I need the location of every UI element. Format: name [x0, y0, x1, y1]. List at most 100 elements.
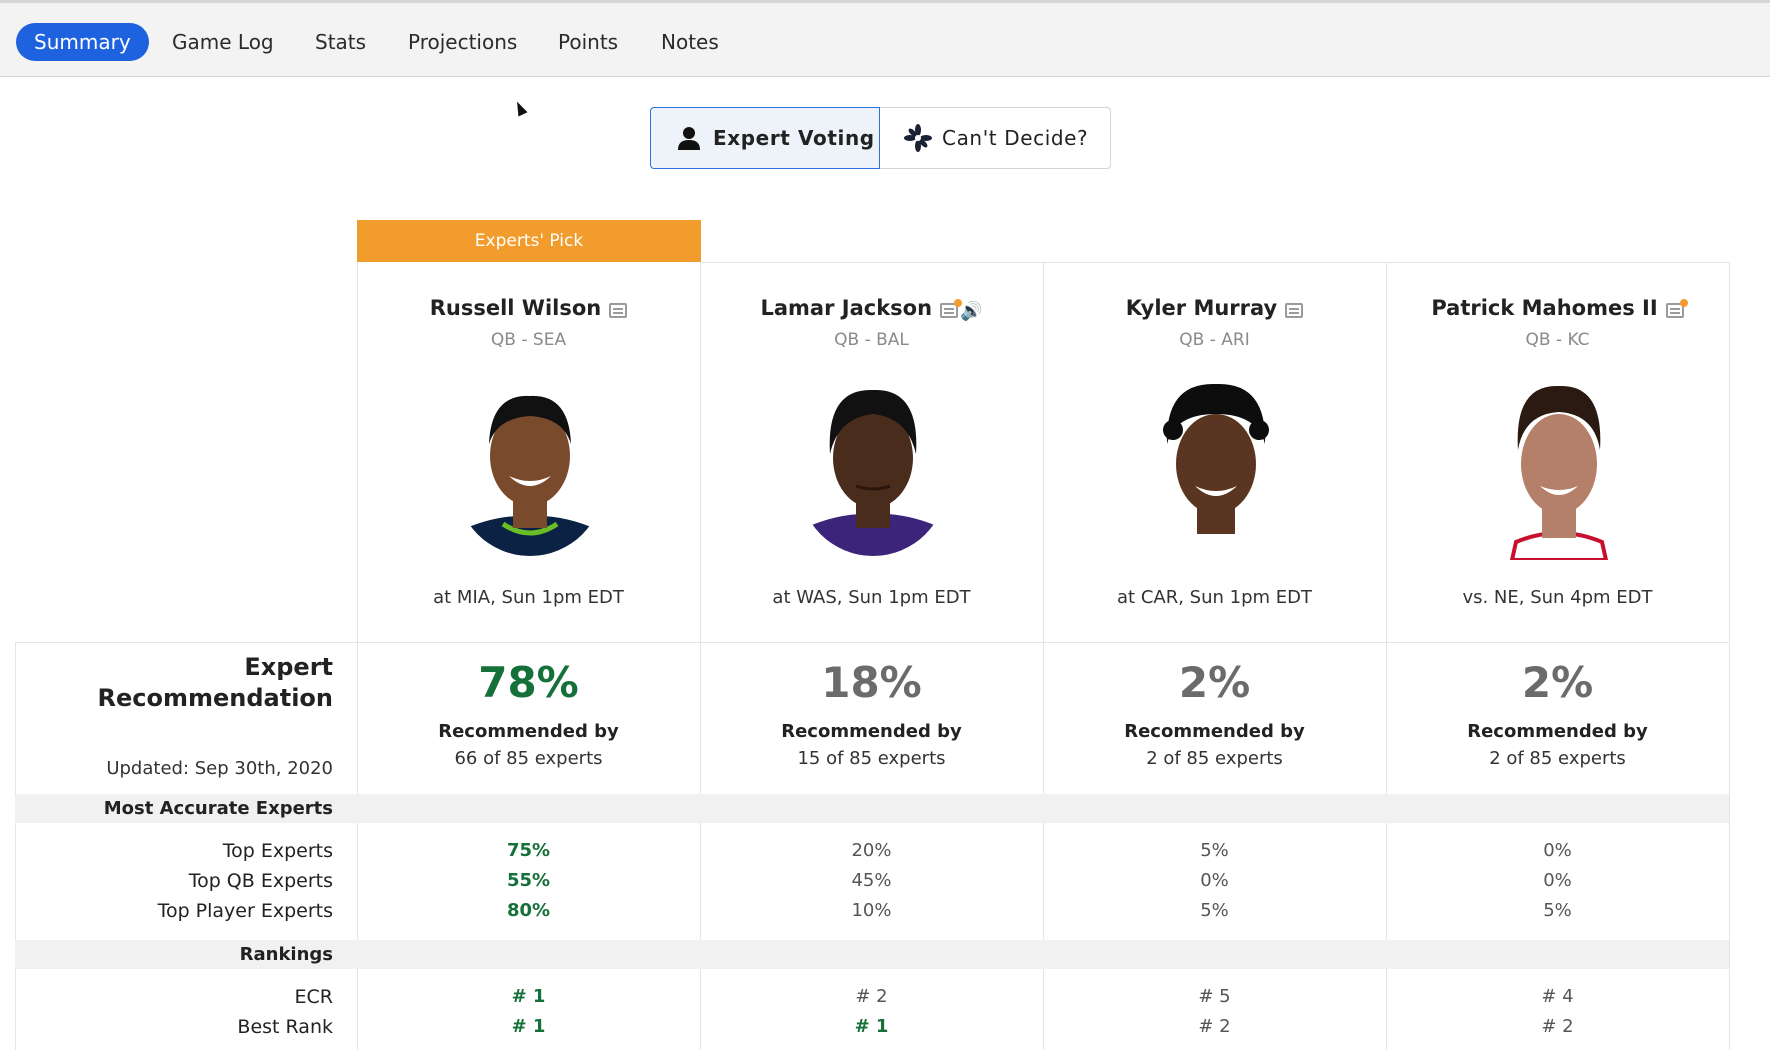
player-game: vs. NE, Sun 4pm EDT: [1462, 587, 1653, 608]
tab-notes[interactable]: Notes: [661, 30, 719, 54]
recommended-count: 2 of 85 experts: [1146, 748, 1283, 769]
player-card-kyler-murray: Kyler Murray QB - ARI at CAR, Sun 1pm ED…: [1043, 262, 1386, 642]
tab-summary[interactable]: Summary: [16, 23, 149, 61]
most-accurate-experts-header: Most Accurate Experts: [15, 794, 1729, 823]
value-cell: 80%: [506, 900, 551, 921]
cant-decide-label: Can't Decide?: [942, 126, 1089, 150]
player-tabs-nav: Summary Game Log Stats Projections Point…: [0, 0, 1770, 77]
value-cell: # 5: [1198, 986, 1231, 1007]
row-label-top-experts: Top Experts: [222, 840, 333, 862]
player-position: QB - ARI: [1179, 330, 1250, 350]
section-title: Rankings: [239, 944, 333, 965]
value-cell: 5%: [1200, 900, 1229, 921]
value-cell: # 2: [855, 986, 888, 1007]
value-cell: 20%: [851, 840, 892, 861]
player-game: at MIA, Sun 1pm EDT: [433, 587, 624, 608]
value-cell: 55%: [506, 870, 551, 891]
player-position: QB - KC: [1525, 330, 1590, 350]
expert-voting-button[interactable]: Expert Voting: [650, 107, 880, 169]
player-photo: [799, 389, 947, 556]
value-cell: 5%: [1543, 900, 1572, 921]
row-label-top-player-experts: Top Player Experts: [157, 900, 333, 922]
recommended-count: 15 of 85 experts: [797, 748, 946, 769]
player-photo: [1482, 374, 1636, 560]
tab-points[interactable]: Points: [558, 30, 619, 54]
player-name: Patrick Mahomes II: [1386, 296, 1729, 320]
value-cell: 75%: [506, 840, 551, 861]
user-icon: [678, 127, 700, 150]
recommended-by-label: Recommended by: [781, 721, 962, 742]
note-hot-icon[interactable]: [940, 299, 963, 318]
recommendation-cell: 2% Recommended by 2 of 85 experts: [1386, 655, 1729, 769]
grid-line: [15, 642, 1729, 643]
player-name-text[interactable]: Russell Wilson: [429, 296, 602, 320]
value-cell: 45%: [851, 870, 892, 891]
tab-game-log[interactable]: Game Log: [172, 30, 274, 54]
experts-pick-banner: Experts' Pick: [357, 220, 701, 262]
value-cell: # 1: [854, 1016, 889, 1037]
value-cell: 5%: [1200, 840, 1229, 861]
recommendation-percent: 78%: [478, 658, 579, 707]
row-label-best-rank: Best Rank: [237, 1016, 333, 1038]
expert-recommendation-label: Expert Recommendation: [30, 652, 334, 714]
player-name-text[interactable]: Patrick Mahomes II: [1431, 296, 1658, 320]
grid-line: [1043, 262, 1044, 1050]
player-card-patrick-mahomes: Patrick Mahomes II QB - KC vs. NE, Sun 4…: [1386, 262, 1729, 642]
grid-line: [357, 262, 358, 1050]
player-name-text[interactable]: Lamar Jackson: [760, 296, 933, 320]
player-card-lamar-jackson: Lamar Jackson 🔊 QB - BAL at WAS, Sun 1pm …: [700, 262, 1043, 642]
recommended-count: 2 of 85 experts: [1489, 748, 1626, 769]
note-icon[interactable]: [609, 303, 628, 318]
speaker-icon[interactable]: 🔊: [960, 301, 983, 322]
tab-stats[interactable]: Stats: [315, 30, 367, 54]
rec-label-line2: Recommendation: [97, 684, 334, 712]
value-cell: 0%: [1543, 840, 1572, 861]
player-name: Russell Wilson: [357, 296, 700, 320]
updated-date: Updated: Sep 30th, 2020: [106, 758, 333, 779]
value-cell: # 4: [1541, 986, 1574, 1007]
player-photo: [456, 395, 604, 556]
player-name: Lamar Jackson 🔊: [700, 296, 1043, 322]
recommendation-cell: 2% Recommended by 2 of 85 experts: [1043, 655, 1386, 769]
value-cell: # 1: [511, 1016, 546, 1037]
section-title: Most Accurate Experts: [103, 798, 333, 819]
row-label-ecr: ECR: [294, 986, 333, 1008]
recommended-by-label: Recommended by: [1467, 721, 1648, 742]
recommended-count: 66 of 85 experts: [454, 748, 603, 769]
player-name: Kyler Murray: [1043, 296, 1386, 320]
value-cell: 0%: [1200, 870, 1229, 891]
player-game: at WAS, Sun 1pm EDT: [772, 587, 971, 608]
row-label-top-qb-experts: Top QB Experts: [188, 870, 333, 892]
note-hot-icon[interactable]: [1665, 299, 1688, 318]
grid-line: [700, 262, 701, 1050]
expert-voting-label: Expert Voting: [713, 126, 875, 150]
player-position: QB - SEA: [490, 330, 567, 350]
grid-line: [15, 642, 16, 1050]
player-game: at CAR, Sun 1pm EDT: [1117, 587, 1312, 608]
value-cell: # 2: [1541, 1016, 1574, 1037]
grid-line: [1729, 262, 1730, 1050]
grid-line: [1386, 262, 1387, 1050]
recommendation-percent: 18%: [821, 658, 922, 707]
recommended-by-label: Recommended by: [438, 721, 619, 742]
value-cell: 0%: [1543, 870, 1572, 891]
rec-label-line1: Expert: [244, 653, 333, 681]
recommendation-percent: 2%: [1178, 658, 1251, 707]
player-card-russell-wilson: Russell Wilson QB - SEA at MIA, Sun 1pm …: [357, 262, 700, 642]
recommendation-cell: 78% Recommended by 66 of 85 experts: [357, 655, 700, 769]
value-cell: 10%: [851, 900, 892, 921]
mouse-cursor-icon: [512, 99, 528, 117]
value-cell: # 2: [1198, 1016, 1231, 1037]
recommendation-percent: 2%: [1521, 658, 1594, 707]
rankings-header: Rankings: [15, 940, 1729, 969]
player-photo: [1139, 374, 1293, 560]
note-icon[interactable]: [1285, 303, 1304, 318]
tab-projections[interactable]: Projections: [408, 30, 518, 54]
pinwheel-icon: [904, 124, 932, 152]
value-cell: # 1: [511, 986, 546, 1007]
cant-decide-button[interactable]: Can't Decide?: [879, 107, 1111, 169]
recommendation-cell: 18% Recommended by 15 of 85 experts: [700, 655, 1043, 769]
player-name-text[interactable]: Kyler Murray: [1125, 296, 1278, 320]
grid-line: [700, 262, 1729, 263]
recommended-by-label: Recommended by: [1124, 721, 1305, 742]
